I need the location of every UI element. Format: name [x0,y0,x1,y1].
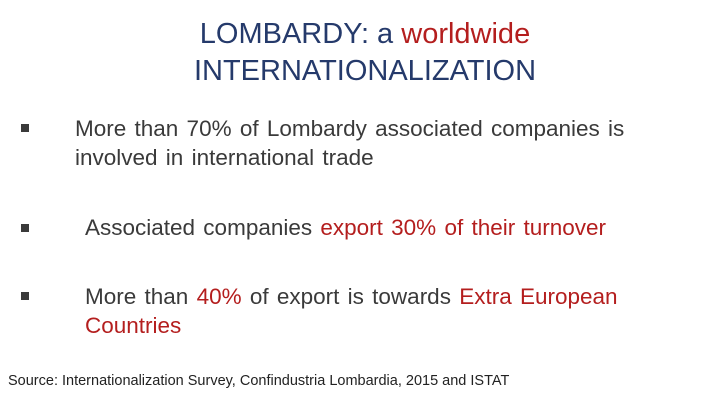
text-segment: Associated companies [85,215,321,240]
text-segment: of export is towards [241,284,460,309]
highlighted-text: Extra European Countries [85,284,618,338]
highlighted-text: export 30% of their turnover [320,215,607,240]
source-note: Source: Internationalization Survey, Con… [8,373,510,389]
text-segment: More than 70% of Lombardy associated com… [75,116,625,170]
bullet-text: Associated companies export 30% of their… [85,213,700,242]
title-line: LOMBARDY: a worldwide [100,16,630,53]
bullet-marker [21,224,29,232]
bullet-text: More than 70% of Lombardy associated com… [75,114,690,172]
highlighted-text: 40% [196,284,242,309]
text-segment: More than [85,284,197,309]
title-line: INTERNATIONALIZATION [100,53,630,90]
bullet-marker [21,292,29,300]
bullet-text: More than 40% of export is towards Extra… [85,282,690,340]
bullet-marker [21,124,29,132]
highlighted-text: worldwide [401,18,531,50]
text-segment: INTERNATIONALIZATION [193,55,537,87]
text-segment: LOMBARDY: a [199,18,402,50]
slide-title: LOMBARDY: a worldwide INTERNATIONALIZATIO… [100,16,630,90]
